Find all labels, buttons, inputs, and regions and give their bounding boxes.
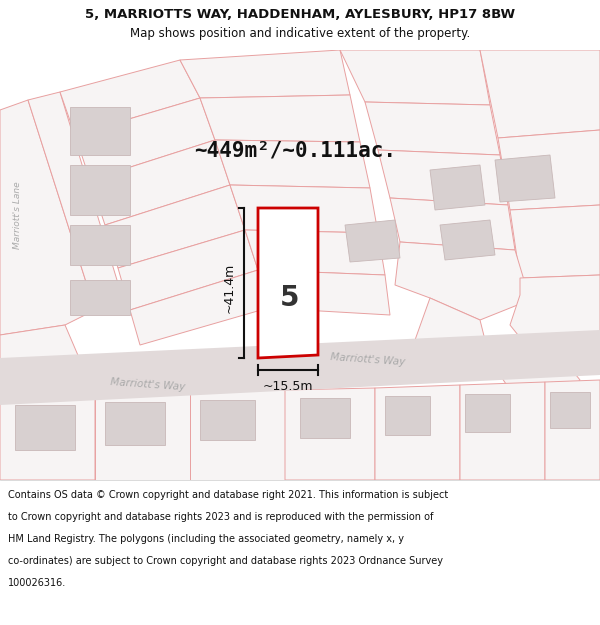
Text: Contains OS data © Crown copyright and database right 2021. This information is : Contains OS data © Crown copyright and d… xyxy=(8,490,448,500)
Text: ~15.5m: ~15.5m xyxy=(263,380,313,393)
Polygon shape xyxy=(105,185,245,268)
Polygon shape xyxy=(105,402,165,445)
Polygon shape xyxy=(258,270,390,315)
Polygon shape xyxy=(0,100,95,335)
Polygon shape xyxy=(180,50,350,98)
Polygon shape xyxy=(510,275,600,360)
Polygon shape xyxy=(345,220,400,262)
Polygon shape xyxy=(480,50,600,138)
Polygon shape xyxy=(510,205,600,278)
Polygon shape xyxy=(385,396,430,435)
Polygon shape xyxy=(550,392,590,428)
Polygon shape xyxy=(340,50,490,105)
Polygon shape xyxy=(490,350,580,400)
Polygon shape xyxy=(75,98,215,180)
Polygon shape xyxy=(460,382,545,480)
Polygon shape xyxy=(60,60,200,135)
Polygon shape xyxy=(415,298,490,365)
Polygon shape xyxy=(95,390,190,480)
Text: 5: 5 xyxy=(280,284,300,312)
Polygon shape xyxy=(395,242,530,320)
Polygon shape xyxy=(375,385,460,480)
Polygon shape xyxy=(70,107,130,155)
Polygon shape xyxy=(190,390,285,480)
Polygon shape xyxy=(0,390,95,480)
Polygon shape xyxy=(0,360,95,400)
Polygon shape xyxy=(118,230,258,310)
Text: 100026316.: 100026316. xyxy=(8,578,66,588)
Polygon shape xyxy=(200,400,255,440)
Polygon shape xyxy=(90,140,230,225)
Text: ~449m²/~0.111ac.: ~449m²/~0.111ac. xyxy=(194,140,396,160)
Text: Marriott's Way: Marriott's Way xyxy=(330,352,406,367)
Polygon shape xyxy=(0,330,600,405)
Polygon shape xyxy=(215,140,370,188)
Text: co-ordinates) are subject to Crown copyright and database rights 2023 Ordnance S: co-ordinates) are subject to Crown copyr… xyxy=(8,556,443,566)
Polygon shape xyxy=(28,92,120,310)
Polygon shape xyxy=(365,102,500,155)
Polygon shape xyxy=(498,130,600,210)
Text: to Crown copyright and database rights 2023 and is reproduced with the permissio: to Crown copyright and database rights 2… xyxy=(8,512,433,522)
Polygon shape xyxy=(70,165,130,215)
Polygon shape xyxy=(495,155,555,202)
Polygon shape xyxy=(440,220,495,260)
Text: Marriott's Lane: Marriott's Lane xyxy=(13,181,22,249)
Polygon shape xyxy=(230,185,378,233)
Polygon shape xyxy=(545,380,600,480)
Polygon shape xyxy=(15,405,75,450)
Text: HM Land Registry. The polygons (including the associated geometry, namely x, y: HM Land Registry. The polygons (includin… xyxy=(8,534,404,544)
Polygon shape xyxy=(0,325,80,370)
Polygon shape xyxy=(130,270,268,345)
Polygon shape xyxy=(300,398,350,438)
Text: Map shows position and indicative extent of the property.: Map shows position and indicative extent… xyxy=(130,28,470,41)
Polygon shape xyxy=(258,208,318,358)
Polygon shape xyxy=(465,394,510,432)
Text: 5, MARRIOTTS WAY, HADDENHAM, AYLESBURY, HP17 8BW: 5, MARRIOTTS WAY, HADDENHAM, AYLESBURY, … xyxy=(85,8,515,21)
Polygon shape xyxy=(70,225,130,265)
Polygon shape xyxy=(70,280,130,315)
Text: Marriott's Way: Marriott's Way xyxy=(110,378,185,392)
Polygon shape xyxy=(430,165,485,210)
Polygon shape xyxy=(285,388,375,480)
Polygon shape xyxy=(245,230,385,275)
Polygon shape xyxy=(390,198,515,250)
Text: ~41.4m: ~41.4m xyxy=(223,263,236,313)
Polygon shape xyxy=(378,150,508,205)
Polygon shape xyxy=(200,95,360,142)
